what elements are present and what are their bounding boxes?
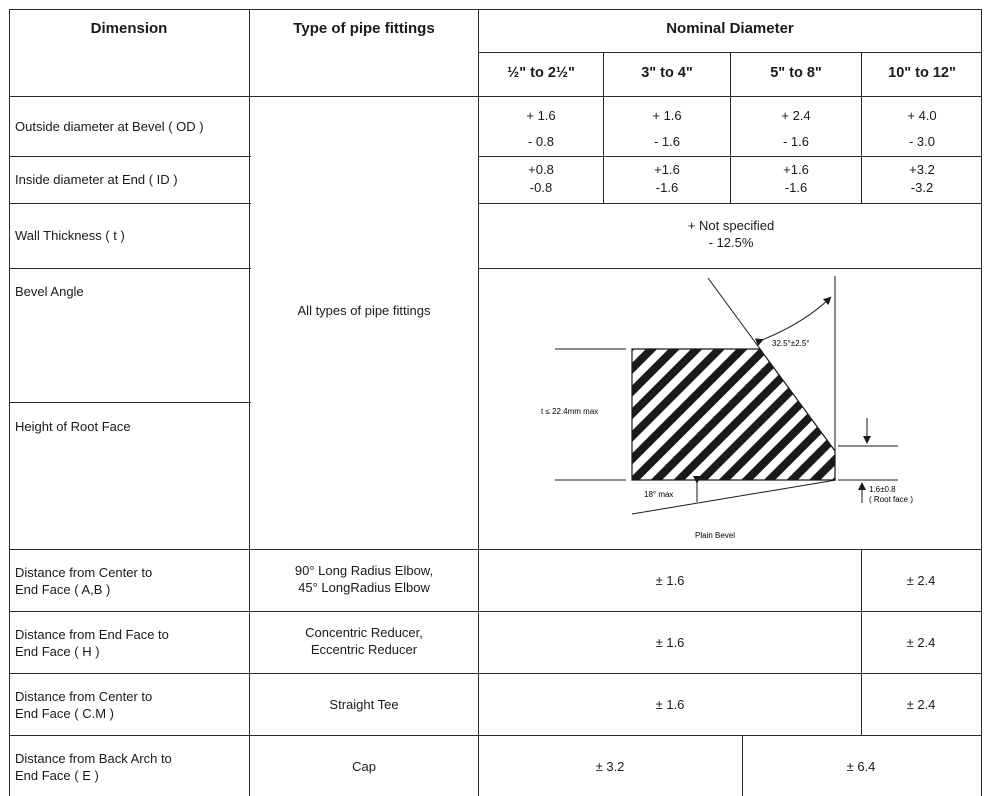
id-plus-1: +0.8 xyxy=(528,162,554,177)
id-minus-3: -1.6 xyxy=(784,180,808,195)
type-h-line2: Eccentric Reducer xyxy=(310,642,418,657)
type-cap: Cap xyxy=(352,759,376,774)
label-id: Inside diameter at End ( ID ) xyxy=(15,172,178,187)
id-minus-1: -0.8 xyxy=(529,180,553,195)
root-face-value: 1.6±0.8 xyxy=(869,485,896,494)
ab-tol-large: ± 2.4 xyxy=(906,573,936,588)
od-plus-2: + 1.6 xyxy=(652,108,682,123)
type-cm: Straight Tee xyxy=(329,697,399,712)
type-all-fittings: All types of pipe fittings xyxy=(297,303,431,318)
type-h-line1: Concentric Reducer, xyxy=(305,625,423,640)
angle-label: 32.5°±2.5° xyxy=(772,339,809,348)
type-ab-line2: 45° LongRadius Elbow xyxy=(298,580,430,595)
header-nominal-diameter: Nominal Diameter xyxy=(666,20,794,37)
cm-tol-small: ± 1.6 xyxy=(655,697,685,712)
bevel-section xyxy=(631,348,836,481)
label-cm-line2: End Face ( C.M ) xyxy=(15,706,114,721)
od-minus-3: - 1.6 xyxy=(782,134,810,149)
id-plus-3: +1.6 xyxy=(783,162,809,177)
od-plus-1: + 1.6 xyxy=(526,108,556,123)
od-plus-3: + 2.4 xyxy=(781,108,811,123)
label-od: Outside diameter at Bevel ( OD ) xyxy=(15,119,204,134)
taper-label: 18° max xyxy=(644,490,673,499)
header-size-1: ½" to 2½" xyxy=(507,65,575,81)
label-bevel-angle: Bevel Angle xyxy=(15,284,84,299)
od-plus-4: + 4.0 xyxy=(907,108,937,123)
label-h-line2: End Face ( H ) xyxy=(15,644,100,659)
id-plus-4: +3.2 xyxy=(909,162,935,177)
od-minus-2: - 1.6 xyxy=(653,134,681,149)
label-cm-line1: Distance from Center to xyxy=(15,689,153,704)
label-root-face: Height of Root Face xyxy=(15,419,131,434)
header-size-2: 3" to 4" xyxy=(641,65,693,81)
wall-minus: - 12.5% xyxy=(708,235,754,250)
cm-tol-large: ± 2.4 xyxy=(906,697,936,712)
header-dimension: Dimension xyxy=(90,20,168,37)
h-tol-large: ± 2.4 xyxy=(906,635,936,650)
e-tol-large: ± 6.4 xyxy=(846,759,876,774)
od-minus-1: - 0.8 xyxy=(527,134,555,149)
id-minus-2: -1.6 xyxy=(655,180,679,195)
plain-bevel-diagram: 32.5°±2.5° t ≤ 22.4mm max 1.6±0.8 ( Root… xyxy=(541,276,913,540)
label-wall: Wall Thickness ( t ) xyxy=(15,228,125,243)
ab-tol-small: ± 1.6 xyxy=(655,573,685,588)
label-e-line2: End Face ( E ) xyxy=(15,768,99,783)
od-minus-4: - 3.0 xyxy=(908,134,936,149)
header-size-3: 5" to 8" xyxy=(770,65,822,81)
label-ab-line2: End Face ( A,B ) xyxy=(15,582,111,597)
header-size-4: 10" to 12" xyxy=(888,65,956,81)
wall-plus: + Not specified xyxy=(687,218,775,233)
id-minus-4: -3.2 xyxy=(910,180,934,195)
diagram-caption: Plain Bevel xyxy=(695,531,735,540)
thickness-label: t ≤ 22.4mm max xyxy=(541,407,598,416)
type-ab-line1: 90° Long Radius Elbow, xyxy=(294,563,434,578)
header-type: Type of pipe fittings xyxy=(293,20,435,37)
label-e-line1: Distance from Back Arch to xyxy=(15,751,172,766)
e-tol-small: ± 3.2 xyxy=(595,759,625,774)
h-tol-small: ± 1.6 xyxy=(655,635,685,650)
root-face-caption: ( Root face ) xyxy=(869,495,913,504)
label-h-line1: Distance from End Face to xyxy=(15,627,169,642)
label-ab-line1: Distance from Center to xyxy=(15,565,153,580)
id-plus-2: +1.6 xyxy=(654,162,680,177)
